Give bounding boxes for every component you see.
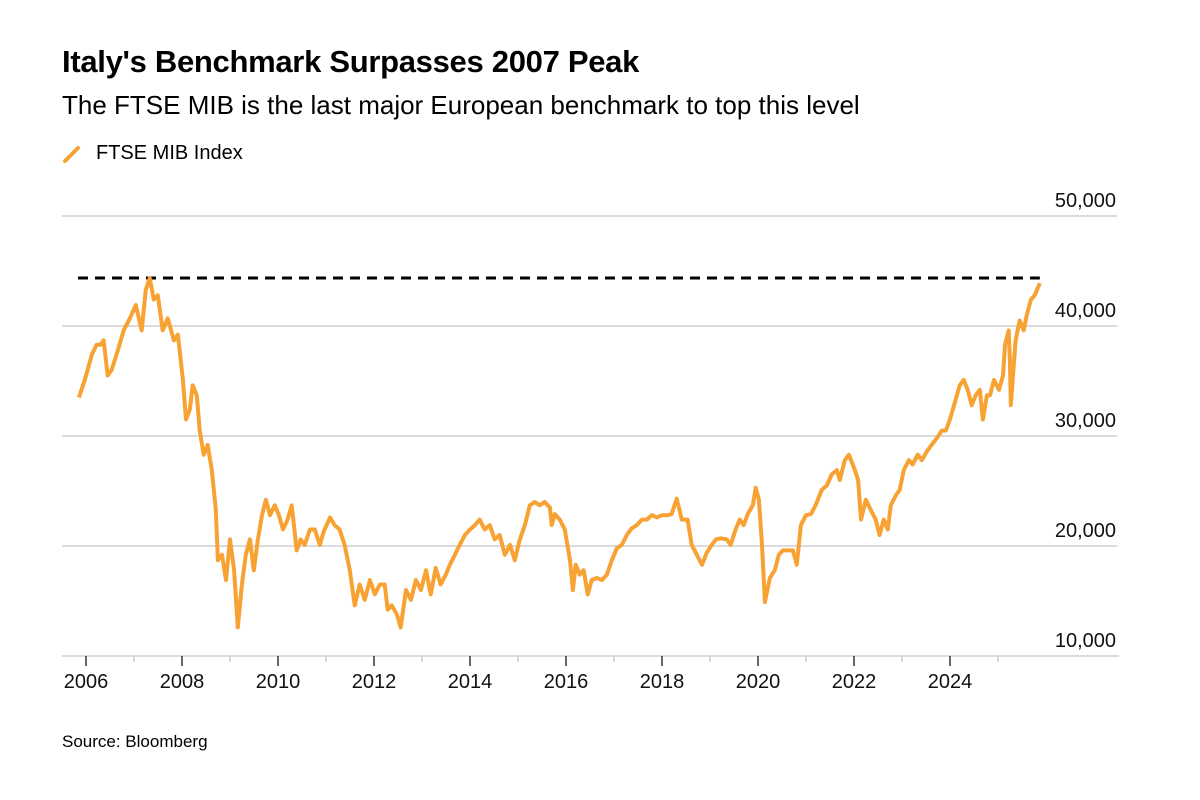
series-line-ftse-mib [77,276,1042,630]
x-tick-label: 2024 [928,671,973,693]
x-tick-label: 2008 [160,671,205,693]
x-tick-label: 2012 [352,671,397,693]
chart-title: Italy's Benchmark Surpasses 2007 Peak [62,44,640,79]
y-tick-label: 40,000 [1055,300,1116,322]
y-tick-label: 50,000 [1055,190,1116,212]
x-tick-label: 2006 [64,671,109,693]
source-note: Source: Bloomberg [62,732,208,751]
legend: FTSE MIB Index [62,142,243,165]
legend-label: FTSE MIB Index [96,142,243,164]
x-tick-label: 2018 [640,671,685,693]
y-tick-label: 10,000 [1055,630,1116,652]
y-tick-label: 20,000 [1055,520,1116,542]
chart-subtitle: The FTSE MIB is the last major European … [62,90,860,120]
x-tick-label: 2022 [832,671,877,693]
x-tick-label: 2020 [736,671,781,693]
legend-swatch-icon [63,145,80,163]
y-tick-label: 30,000 [1055,410,1116,432]
x-tick-label: 2016 [544,671,589,693]
x-tick-label: 2014 [448,671,493,693]
x-tick-label: 2010 [256,671,301,693]
